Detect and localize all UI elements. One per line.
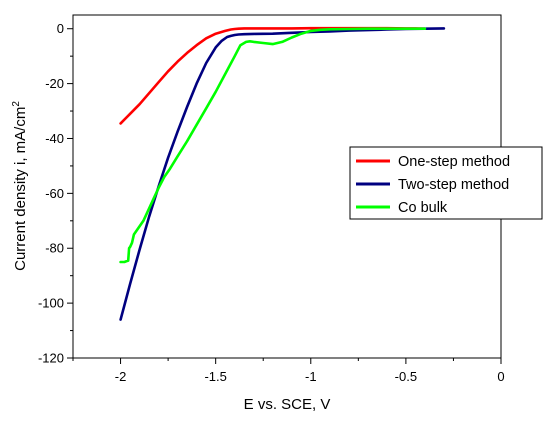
x-tick-label: -2 [115, 369, 127, 384]
x-tick-label: -1 [305, 369, 317, 384]
legend-label-co-bulk: Co bulk [398, 200, 448, 216]
legend-label-one-step: One-step method [398, 154, 510, 170]
y-tick-label: -20 [45, 76, 64, 91]
y-tick-label: -60 [45, 186, 64, 201]
x-axis-ticks: -2 -1.5 -1 -0.5 0 [72, 358, 505, 384]
y-tick-label: 0 [57, 21, 64, 36]
y-tick-label: -40 [45, 131, 64, 146]
x-tick-label: 0 [497, 369, 504, 384]
legend: One-step method Two-step method Co bulk [349, 146, 543, 220]
y-tick-label: -120 [38, 351, 64, 366]
x-axis-label: E vs. SCE, V [244, 396, 331, 413]
y-tick-label: -100 [38, 296, 64, 311]
y-axis-label: Current density i, mA/cm2 [11, 101, 29, 271]
legend-label-two-step: Two-step method [398, 177, 509, 193]
y-tick-label: -80 [45, 241, 64, 256]
series-two-step-line [119, 27, 446, 321]
y-axis-label-sup: 2 [11, 101, 22, 107]
y-axis-label-main: Current density i, mA/cm [12, 107, 29, 271]
x-tick-label: -1.5 [204, 369, 226, 384]
series-layer [119, 26, 446, 321]
series-one-step-line [119, 26, 427, 125]
y-axis-ticks: 0 -20 -40 -60 -80 -100 -120 [38, 21, 73, 366]
series-co-bulk-line [119, 27, 427, 264]
x-tick-label: -0.5 [395, 369, 417, 384]
